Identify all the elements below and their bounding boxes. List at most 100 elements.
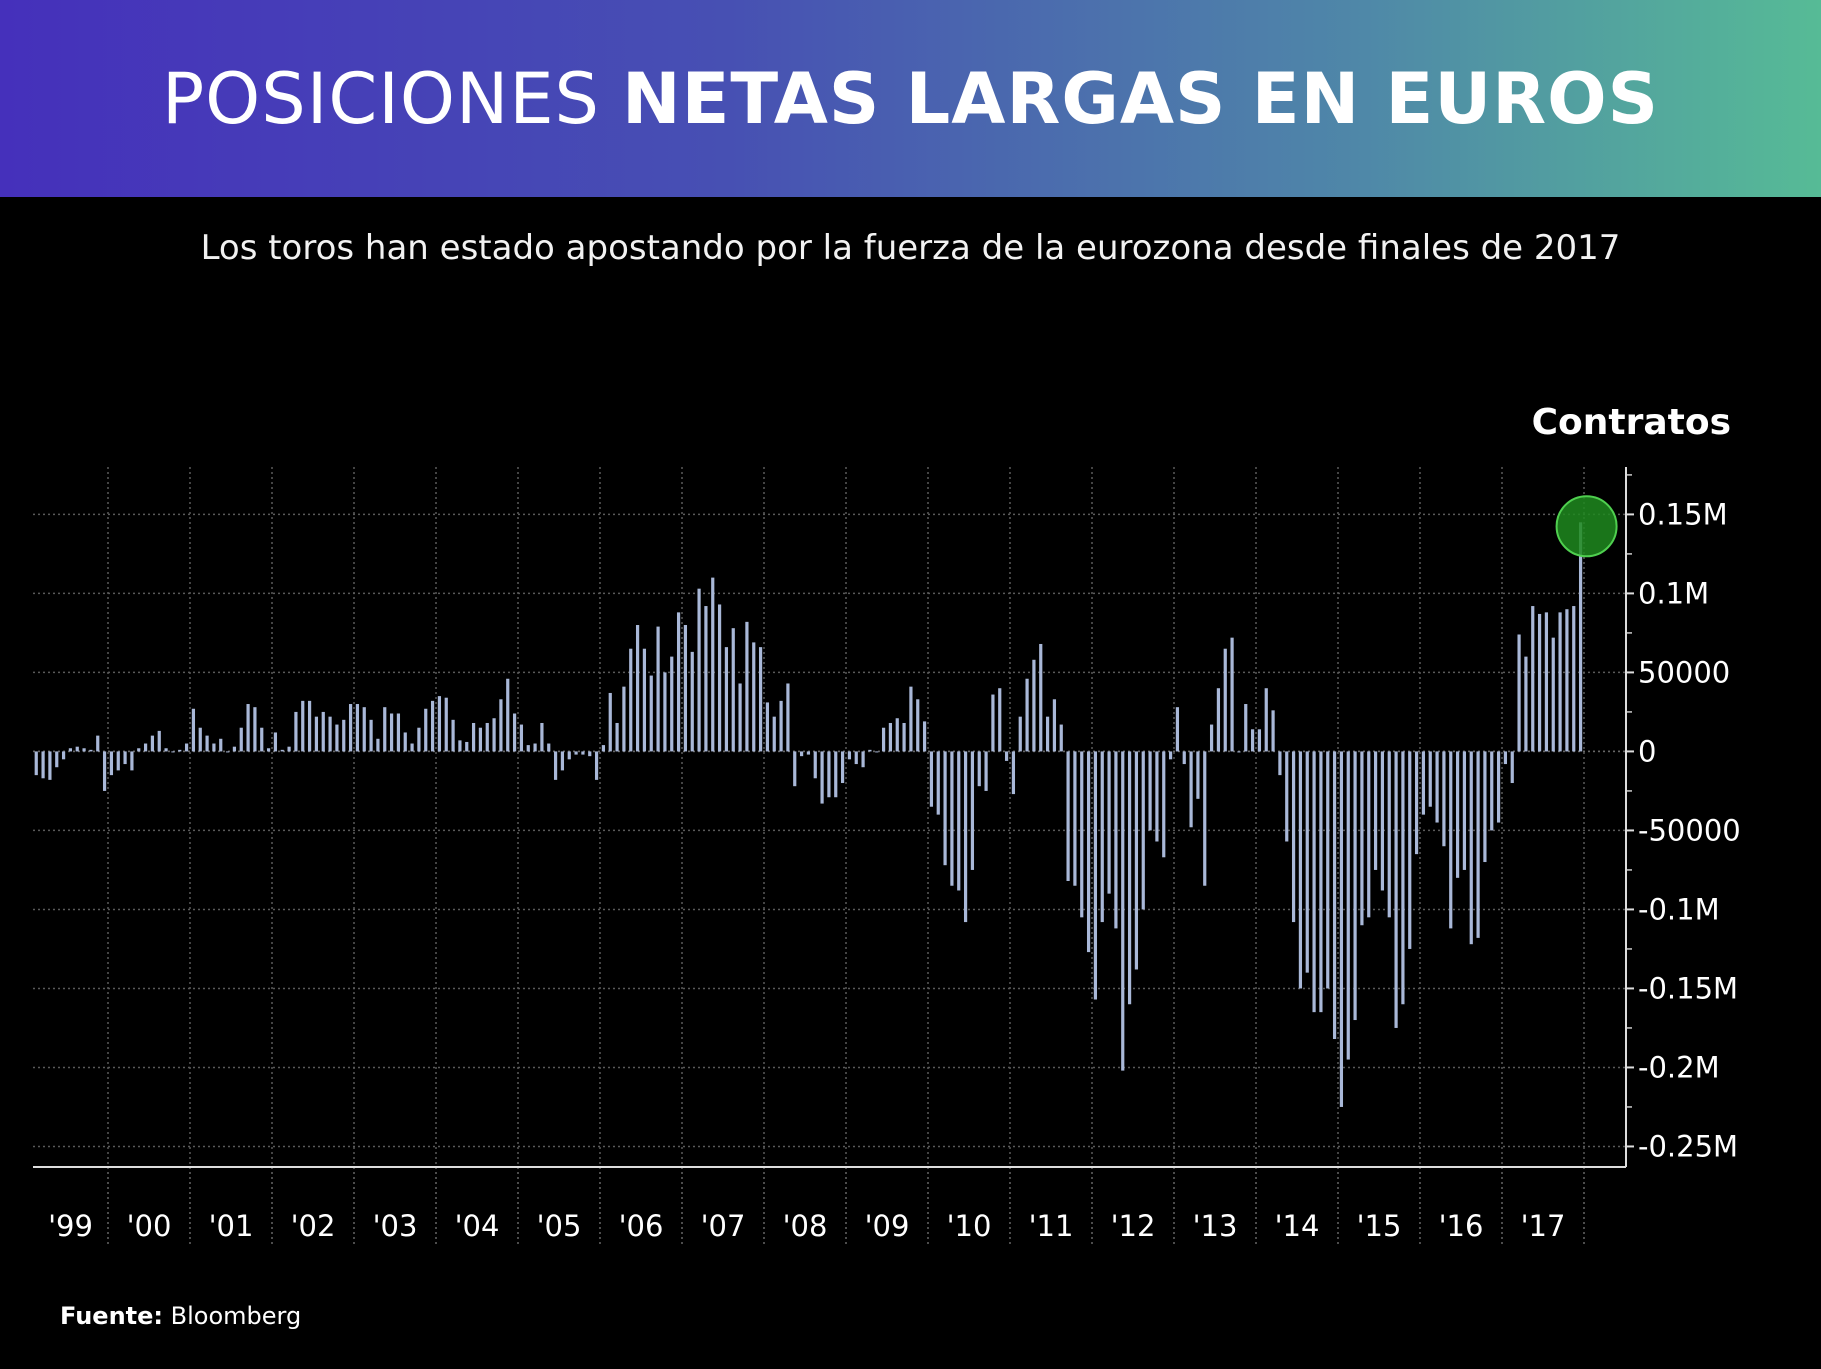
bar xyxy=(307,700,312,752)
bar xyxy=(335,724,339,752)
bar xyxy=(1086,751,1091,953)
bar xyxy=(410,743,414,752)
y-tick-label: -0.2M xyxy=(1638,1050,1720,1084)
bar xyxy=(1476,751,1480,938)
bar xyxy=(1339,751,1344,1107)
bar xyxy=(1537,613,1542,752)
x-tick-label: '00 xyxy=(127,1209,172,1243)
bar xyxy=(909,686,913,752)
bar xyxy=(1544,612,1549,752)
bar xyxy=(895,718,899,752)
bar xyxy=(799,751,804,757)
bar xyxy=(1578,522,1583,752)
bar xyxy=(834,751,838,798)
bar xyxy=(540,722,544,752)
bar xyxy=(902,722,906,752)
bar xyxy=(772,716,776,752)
bar xyxy=(984,751,988,791)
bar xyxy=(840,751,845,784)
bar xyxy=(1114,751,1118,929)
bar xyxy=(1565,609,1569,752)
bar xyxy=(1428,751,1432,807)
x-tick-label: '17 xyxy=(1521,1209,1566,1243)
bar xyxy=(1216,688,1221,752)
bar xyxy=(711,577,715,752)
y-tick-label: 0.1M xyxy=(1638,576,1709,610)
bar xyxy=(1080,751,1084,918)
bar xyxy=(1326,751,1330,989)
bar xyxy=(1155,751,1159,842)
x-tick-label: '02 xyxy=(291,1209,336,1243)
bar xyxy=(881,727,886,752)
bar xyxy=(635,625,640,752)
bar xyxy=(294,711,298,752)
bar xyxy=(553,751,558,780)
bar xyxy=(321,711,325,752)
bar xyxy=(212,743,216,752)
bar xyxy=(793,751,797,787)
bar xyxy=(342,719,346,752)
bar xyxy=(1346,751,1350,1060)
bar xyxy=(963,751,968,923)
bar xyxy=(1066,751,1070,881)
bar xyxy=(61,751,66,760)
bar xyxy=(143,743,148,752)
bar xyxy=(1414,751,1419,855)
bar xyxy=(369,719,373,752)
bar xyxy=(328,716,332,752)
bar xyxy=(68,748,73,752)
bar xyxy=(225,751,230,753)
bar xyxy=(581,751,585,755)
bar xyxy=(478,727,483,752)
page-title: POSICIONES NETAS LARGAS EN EUROS xyxy=(0,0,1821,197)
x-tick-label: '10 xyxy=(947,1209,992,1243)
bar xyxy=(116,751,120,771)
bar xyxy=(260,727,264,752)
bar xyxy=(547,743,551,752)
bar xyxy=(943,751,947,866)
y-tick-label: -0.15M xyxy=(1638,971,1738,1005)
x-tick-label: '06 xyxy=(619,1209,664,1243)
bar xyxy=(301,700,305,752)
bar xyxy=(1387,751,1391,918)
bar xyxy=(424,708,428,752)
bar xyxy=(1244,704,1248,752)
bar xyxy=(150,735,155,752)
bar xyxy=(1073,751,1077,886)
x-tick-label: '05 xyxy=(537,1209,582,1243)
bar xyxy=(130,751,134,771)
bar xyxy=(1059,724,1063,752)
bar xyxy=(232,746,237,752)
bar xyxy=(1039,643,1043,752)
bar xyxy=(745,621,749,752)
bar xyxy=(1168,751,1173,760)
bar xyxy=(752,642,756,752)
bar xyxy=(102,751,107,791)
bar xyxy=(998,688,1002,752)
x-tick-label: '08 xyxy=(783,1209,828,1243)
bar xyxy=(1360,751,1364,926)
bar xyxy=(48,751,52,780)
bar xyxy=(1401,751,1405,1005)
bar xyxy=(663,672,667,752)
bar xyxy=(1182,751,1186,765)
bar xyxy=(1380,751,1385,891)
bar xyxy=(273,732,278,752)
bar xyxy=(861,751,865,768)
bar xyxy=(287,746,291,752)
bar xyxy=(1483,751,1487,863)
bar xyxy=(109,751,114,776)
bar xyxy=(389,713,394,752)
x-tick-label: '16 xyxy=(1439,1209,1484,1243)
bar xyxy=(1134,751,1139,970)
bar xyxy=(1510,751,1514,784)
bar xyxy=(594,751,599,780)
bar xyxy=(376,738,380,752)
bar xyxy=(1442,751,1446,847)
bar xyxy=(219,738,223,752)
bar xyxy=(1045,716,1050,752)
bar xyxy=(205,735,209,752)
bar xyxy=(629,648,633,752)
bar xyxy=(1100,751,1104,923)
